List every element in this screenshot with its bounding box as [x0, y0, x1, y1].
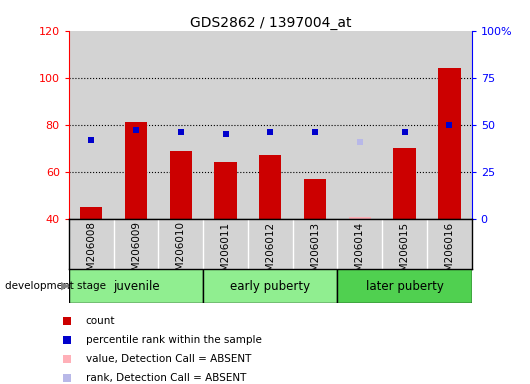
Bar — [170, 151, 192, 219]
Text: GSM206013: GSM206013 — [310, 221, 320, 285]
Bar — [214, 162, 237, 219]
Bar — [438, 68, 461, 219]
Title: GDS2862 / 1397004_at: GDS2862 / 1397004_at — [190, 16, 351, 30]
Text: GSM206012: GSM206012 — [266, 221, 275, 285]
Text: juvenile: juvenile — [113, 280, 160, 293]
Bar — [113, 31, 158, 219]
Text: GSM206014: GSM206014 — [355, 221, 365, 285]
Bar — [338, 31, 382, 219]
Bar — [382, 31, 427, 219]
Bar — [393, 148, 416, 219]
Bar — [248, 31, 293, 219]
Bar — [158, 31, 203, 219]
Bar — [80, 207, 102, 219]
Text: GSM206008: GSM206008 — [86, 221, 96, 285]
FancyBboxPatch shape — [338, 269, 472, 303]
Bar — [125, 122, 147, 219]
Text: development stage: development stage — [5, 281, 107, 291]
FancyBboxPatch shape — [203, 269, 338, 303]
Text: later puberty: later puberty — [366, 280, 444, 293]
Bar — [203, 31, 248, 219]
Bar — [69, 31, 113, 219]
Bar — [293, 31, 338, 219]
FancyBboxPatch shape — [69, 269, 203, 303]
Text: early puberty: early puberty — [230, 280, 311, 293]
Text: GSM206010: GSM206010 — [176, 221, 186, 285]
Text: GSM206009: GSM206009 — [131, 221, 141, 285]
Text: GSM206016: GSM206016 — [444, 221, 454, 285]
Bar — [427, 31, 472, 219]
Bar — [349, 217, 371, 219]
Text: GSM206011: GSM206011 — [220, 221, 231, 285]
Bar — [259, 156, 281, 219]
Text: percentile rank within the sample: percentile rank within the sample — [86, 335, 261, 345]
Text: count: count — [86, 316, 115, 326]
Text: ▶: ▶ — [61, 281, 69, 291]
Bar — [304, 179, 326, 219]
Text: GSM206015: GSM206015 — [400, 221, 410, 285]
Text: rank, Detection Call = ABSENT: rank, Detection Call = ABSENT — [86, 373, 246, 383]
Text: value, Detection Call = ABSENT: value, Detection Call = ABSENT — [86, 354, 251, 364]
